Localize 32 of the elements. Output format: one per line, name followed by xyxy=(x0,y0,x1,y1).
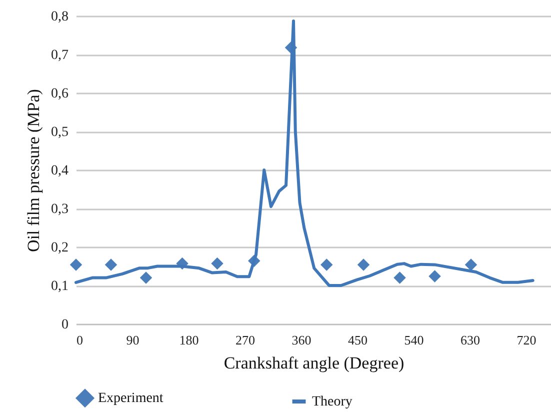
y-tick-label: 0,8 xyxy=(51,10,68,24)
x-tick-label: 540 xyxy=(404,332,424,348)
x-tick-label: 450 xyxy=(348,332,368,348)
point xyxy=(464,258,478,271)
y-tick-label: 0,3 xyxy=(51,202,68,217)
point xyxy=(394,272,406,284)
y-tick-label: 0,5 xyxy=(51,125,68,140)
legend-label: Experiment xyxy=(98,391,164,406)
x-tick-label: 270 xyxy=(236,332,255,348)
x-tick-label: 0 xyxy=(76,332,83,348)
y-tick-label: 0,4 xyxy=(51,164,68,178)
point xyxy=(104,258,118,271)
x-tick-label: 630 xyxy=(460,332,480,348)
point xyxy=(211,257,224,270)
point xyxy=(320,258,333,271)
x-tick-label: 720 xyxy=(516,332,536,348)
y-axis-title: Oil film pressure (MPa) xyxy=(24,89,43,252)
point xyxy=(428,270,441,282)
point xyxy=(70,258,82,271)
y-tick-label: 0,2 xyxy=(51,240,68,256)
x-tick-label: 360 xyxy=(292,332,312,348)
y-tick-label: 0 xyxy=(62,318,68,332)
line-series xyxy=(74,20,534,287)
y-tick-label: 0,1 xyxy=(51,279,68,294)
point xyxy=(140,272,152,284)
point xyxy=(357,258,370,271)
y-tick-label: 0,6 xyxy=(51,86,68,102)
x-tick-label: 180 xyxy=(179,332,199,348)
y-tick-label: 0,7 xyxy=(51,48,68,63)
legend-label: Theory xyxy=(312,394,352,410)
x-tick-label: 90 xyxy=(126,332,140,348)
x-axis-title: Crankshaft angle (Degree) xyxy=(224,354,404,372)
